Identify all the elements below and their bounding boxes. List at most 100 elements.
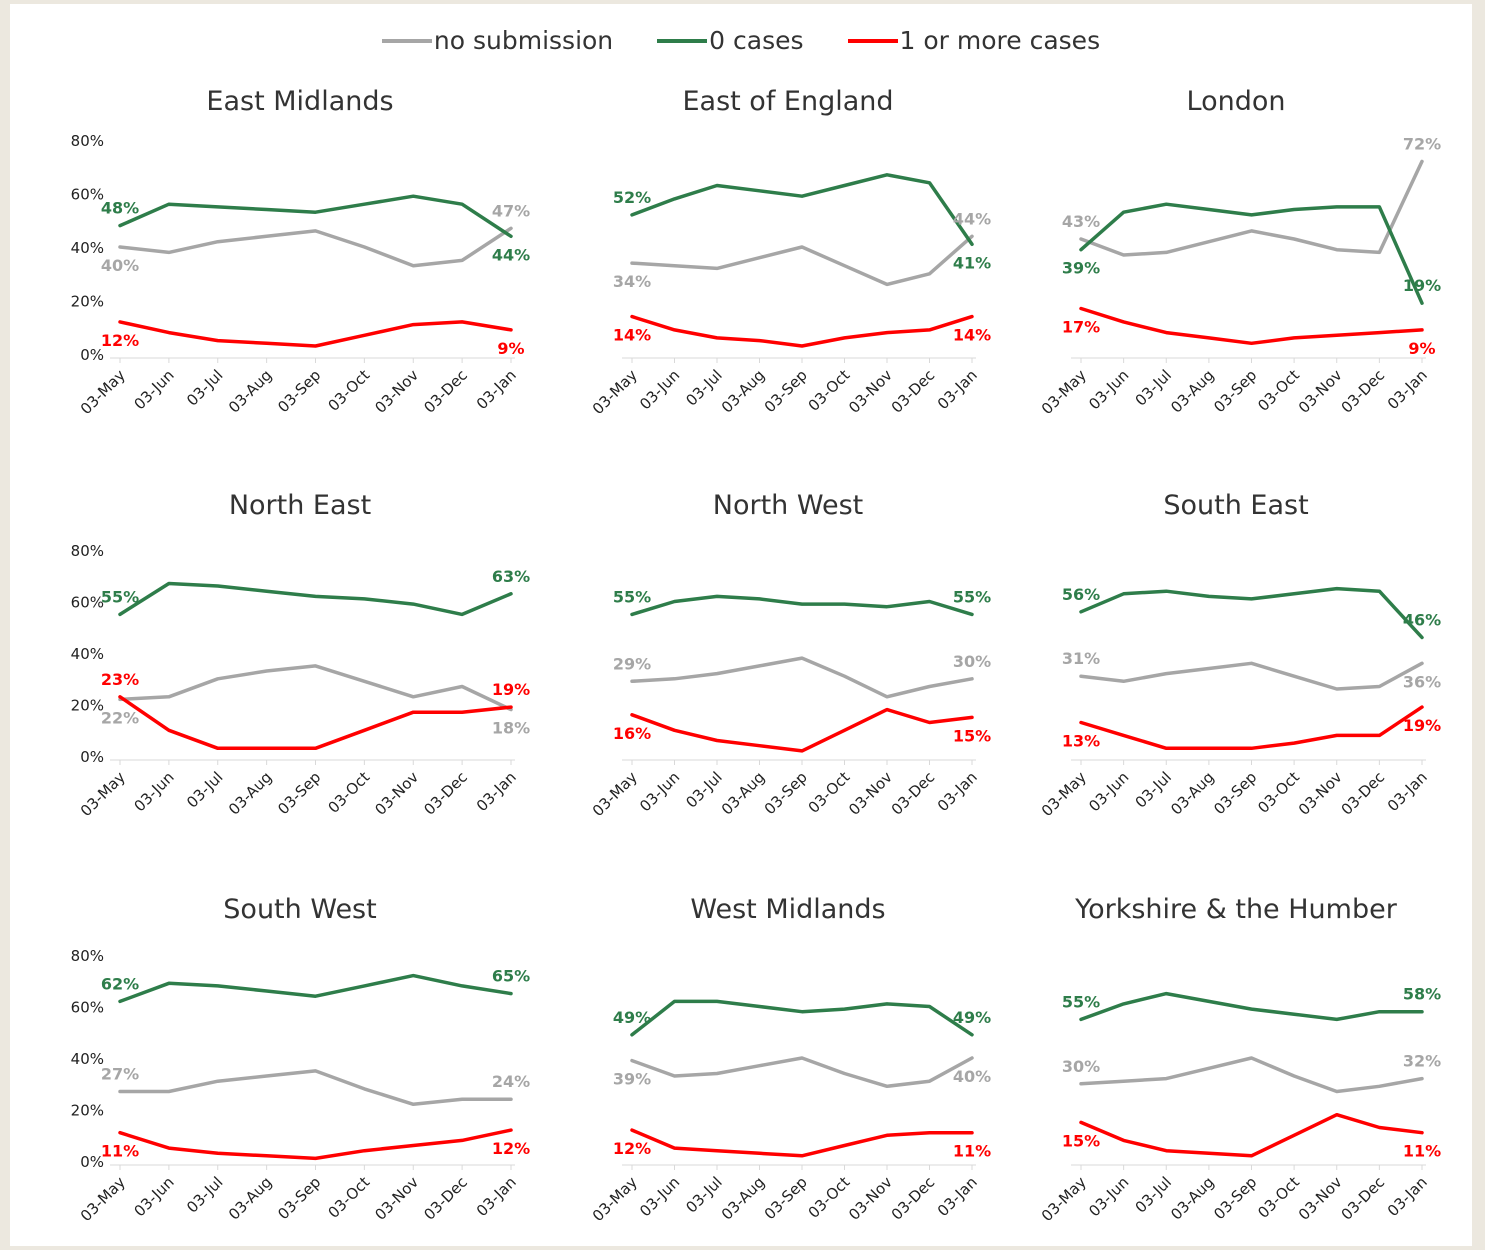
y-tick-label-east-midlands: 80% bbox=[71, 132, 104, 150]
y-tick-label-north-east: 20% bbox=[71, 697, 104, 715]
series-line-no-submission-london bbox=[1079, 159, 1424, 257]
series-line-1-or-more-cases-yorkshire-the-humber bbox=[1079, 1112, 1424, 1158]
chart-title-london: London bbox=[1187, 86, 1286, 117]
data-label-1-or-more-cases-east-of-england: 14% bbox=[613, 326, 651, 345]
chart-title-east-midlands: East Midlands bbox=[206, 86, 393, 117]
data-label-no-submission-east-midlands: 40% bbox=[101, 256, 139, 275]
data-label-no-submission-south-east: 31% bbox=[1062, 649, 1100, 668]
y-tick-label-north-east: 80% bbox=[71, 542, 104, 560]
x-tick-label-east-midlands: 03-Jun bbox=[130, 366, 177, 413]
x-tick-label-north-east: 03-Jun bbox=[130, 768, 177, 815]
legend-label-one-or-more-cases: 1 or more cases bbox=[899, 26, 1101, 55]
x-tick-label-london: 03-Oct bbox=[1254, 366, 1303, 415]
x-tick-label-south-east: 03-Oct bbox=[1254, 768, 1303, 817]
x-tick-label-west-midlands: 03-Oct bbox=[805, 1173, 854, 1222]
y-tick-label-south-west: 40% bbox=[71, 1050, 104, 1068]
data-label-0-cases-north-east: 63% bbox=[492, 567, 530, 586]
data-label-1-or-more-cases-yorkshire-the-humber: 15% bbox=[1062, 1131, 1100, 1150]
data-label-0-cases-west-midlands: 49% bbox=[613, 1008, 651, 1027]
x-tick-label-east-midlands: 03-Sep bbox=[274, 366, 324, 416]
x-tick-label-yorkshire-the-humber: 03-May bbox=[1038, 1173, 1090, 1225]
legend-label-no-submission: no submission bbox=[433, 26, 614, 55]
y-tick-label-south-west: 80% bbox=[71, 947, 104, 965]
legend-line-no-submission bbox=[381, 38, 432, 43]
x-tick-label-south-east: 03-Jan bbox=[1384, 768, 1431, 815]
series-line-1-or-more-cases-east-midlands bbox=[118, 320, 513, 348]
data-label-1-or-more-cases-east-of-england: 14% bbox=[953, 326, 991, 345]
data-label-1-or-more-cases-south-west: 12% bbox=[492, 1139, 530, 1158]
data-label-1-or-more-cases-south-east: 19% bbox=[1403, 716, 1441, 735]
x-tick-label-south-east: 03-Aug bbox=[1167, 768, 1218, 819]
x-tick-label-north-east: 03-Aug bbox=[225, 768, 276, 819]
x-tick-label-south-west: 03-Aug bbox=[225, 1173, 276, 1224]
x-tick-label-south-west: 03-Jan bbox=[473, 1173, 520, 1220]
series-line-no-submission-yorkshire-the-humber bbox=[1079, 1056, 1424, 1094]
x-tick-label-north-east: 03-Oct bbox=[325, 768, 374, 817]
legend-item-one-or-more-cases: 1 or more cases bbox=[847, 26, 1101, 55]
series-line-0-cases-west-midlands bbox=[630, 999, 974, 1037]
data-label-1-or-more-cases-south-east: 13% bbox=[1062, 732, 1100, 751]
x-tick-label-yorkshire-the-humber: 03-Sep bbox=[1210, 1173, 1260, 1223]
data-label-no-submission-north-west: 29% bbox=[613, 654, 651, 673]
series-line-no-submission-south-west bbox=[118, 1069, 513, 1107]
x-tick-label-east-midlands: 03-Aug bbox=[225, 366, 276, 417]
x-tick-label-north-east: 03-Jan bbox=[473, 768, 520, 815]
x-tick-label-london: 03-Jan bbox=[1384, 366, 1431, 413]
data-label-0-cases-east-of-england: 52% bbox=[613, 188, 651, 207]
x-tick-label-north-west: 03-Jan bbox=[934, 768, 981, 815]
x-tick-label-yorkshire-the-humber: 03-Jun bbox=[1085, 1173, 1132, 1220]
x-tick-label-east-of-england: 03-Nov bbox=[845, 366, 896, 417]
x-tick-label-london: 03-May bbox=[1038, 366, 1090, 418]
x-tick-label-west-midlands: 03-Aug bbox=[718, 1173, 769, 1224]
data-label-1-or-more-cases-south-west: 11% bbox=[101, 1142, 139, 1161]
x-tick-label-east-midlands: 03-Jan bbox=[473, 366, 520, 413]
data-label-no-submission-north-east: 18% bbox=[492, 719, 530, 738]
x-tick-label-south-west: 03-Nov bbox=[371, 1173, 422, 1224]
data-label-no-submission-north-east: 22% bbox=[101, 708, 139, 727]
legend-item-zero-cases: 0 cases bbox=[657, 26, 804, 55]
data-label-0-cases-east-of-england: 41% bbox=[953, 253, 991, 272]
x-tick-label-west-midlands: 03-May bbox=[589, 1173, 641, 1225]
chart-title-yorkshire-the-humber: Yorkshire & the Humber bbox=[1074, 894, 1398, 925]
y-tick-label-north-east: 60% bbox=[71, 594, 104, 612]
legend-label-zero-cases: 0 cases bbox=[709, 26, 804, 55]
x-tick-label-london: 03-Jun bbox=[1085, 366, 1132, 413]
data-label-1-or-more-cases-west-midlands: 11% bbox=[953, 1142, 991, 1161]
x-tick-label-east-of-england: 03-Sep bbox=[761, 366, 811, 416]
data-label-0-cases-north-west: 55% bbox=[953, 587, 991, 606]
x-tick-label-east-of-england: 03-May bbox=[589, 366, 641, 418]
data-label-no-submission-south-east: 36% bbox=[1403, 672, 1441, 691]
data-label-1-or-more-cases-west-midlands: 12% bbox=[613, 1139, 651, 1158]
x-tick-label-yorkshire-the-humber: 03-Dec bbox=[1338, 1173, 1389, 1224]
legend-line-one-or-more-cases bbox=[847, 38, 898, 43]
y-tick-label-east-midlands: 20% bbox=[71, 293, 104, 311]
x-tick-label-west-midlands: 03-Dec bbox=[888, 1173, 939, 1224]
data-label-0-cases-south-east: 56% bbox=[1062, 585, 1100, 604]
x-tick-label-london: 03-Nov bbox=[1295, 366, 1346, 417]
x-tick-label-east-midlands: 03-Nov bbox=[371, 366, 422, 417]
series-line-1-or-more-cases-london bbox=[1079, 306, 1424, 346]
x-tick-label-east-of-england: 03-Aug bbox=[718, 366, 769, 417]
x-tick-label-south-west: 03-Jun bbox=[130, 1173, 177, 1220]
data-label-no-submission-london: 72% bbox=[1403, 134, 1441, 153]
x-tick-label-north-west: 03-May bbox=[589, 768, 641, 820]
chart-title-west-midlands: West Midlands bbox=[690, 894, 885, 925]
data-label-0-cases-south-east: 46% bbox=[1403, 611, 1441, 630]
series-line-1-or-more-cases-east-of-england bbox=[630, 314, 974, 348]
data-label-0-cases-east-midlands: 48% bbox=[101, 199, 139, 218]
series-line-1-or-more-cases-north-west bbox=[630, 707, 974, 753]
data-label-no-submission-west-midlands: 39% bbox=[613, 1070, 651, 1089]
x-tick-label-south-west: 03-Sep bbox=[274, 1173, 324, 1223]
y-tick-label-south-west: 60% bbox=[71, 999, 104, 1017]
data-label-1-or-more-cases-london: 17% bbox=[1062, 318, 1100, 337]
data-label-0-cases-south-west: 65% bbox=[492, 967, 530, 986]
data-label-1-or-more-cases-north-east: 19% bbox=[492, 680, 530, 699]
x-tick-label-south-west: 03-May bbox=[77, 1173, 129, 1225]
x-tick-label-east-of-england: 03-Jan bbox=[934, 366, 981, 413]
x-tick-label-east-midlands: 03-May bbox=[77, 366, 129, 418]
series-line-no-submission-north-east bbox=[118, 664, 513, 712]
data-label-no-submission-east-of-england: 34% bbox=[613, 272, 651, 291]
data-label-0-cases-east-midlands: 44% bbox=[492, 245, 530, 264]
x-tick-label-east-of-england: 03-Jun bbox=[636, 366, 683, 413]
x-tick-label-north-west: 03-Nov bbox=[845, 768, 896, 819]
